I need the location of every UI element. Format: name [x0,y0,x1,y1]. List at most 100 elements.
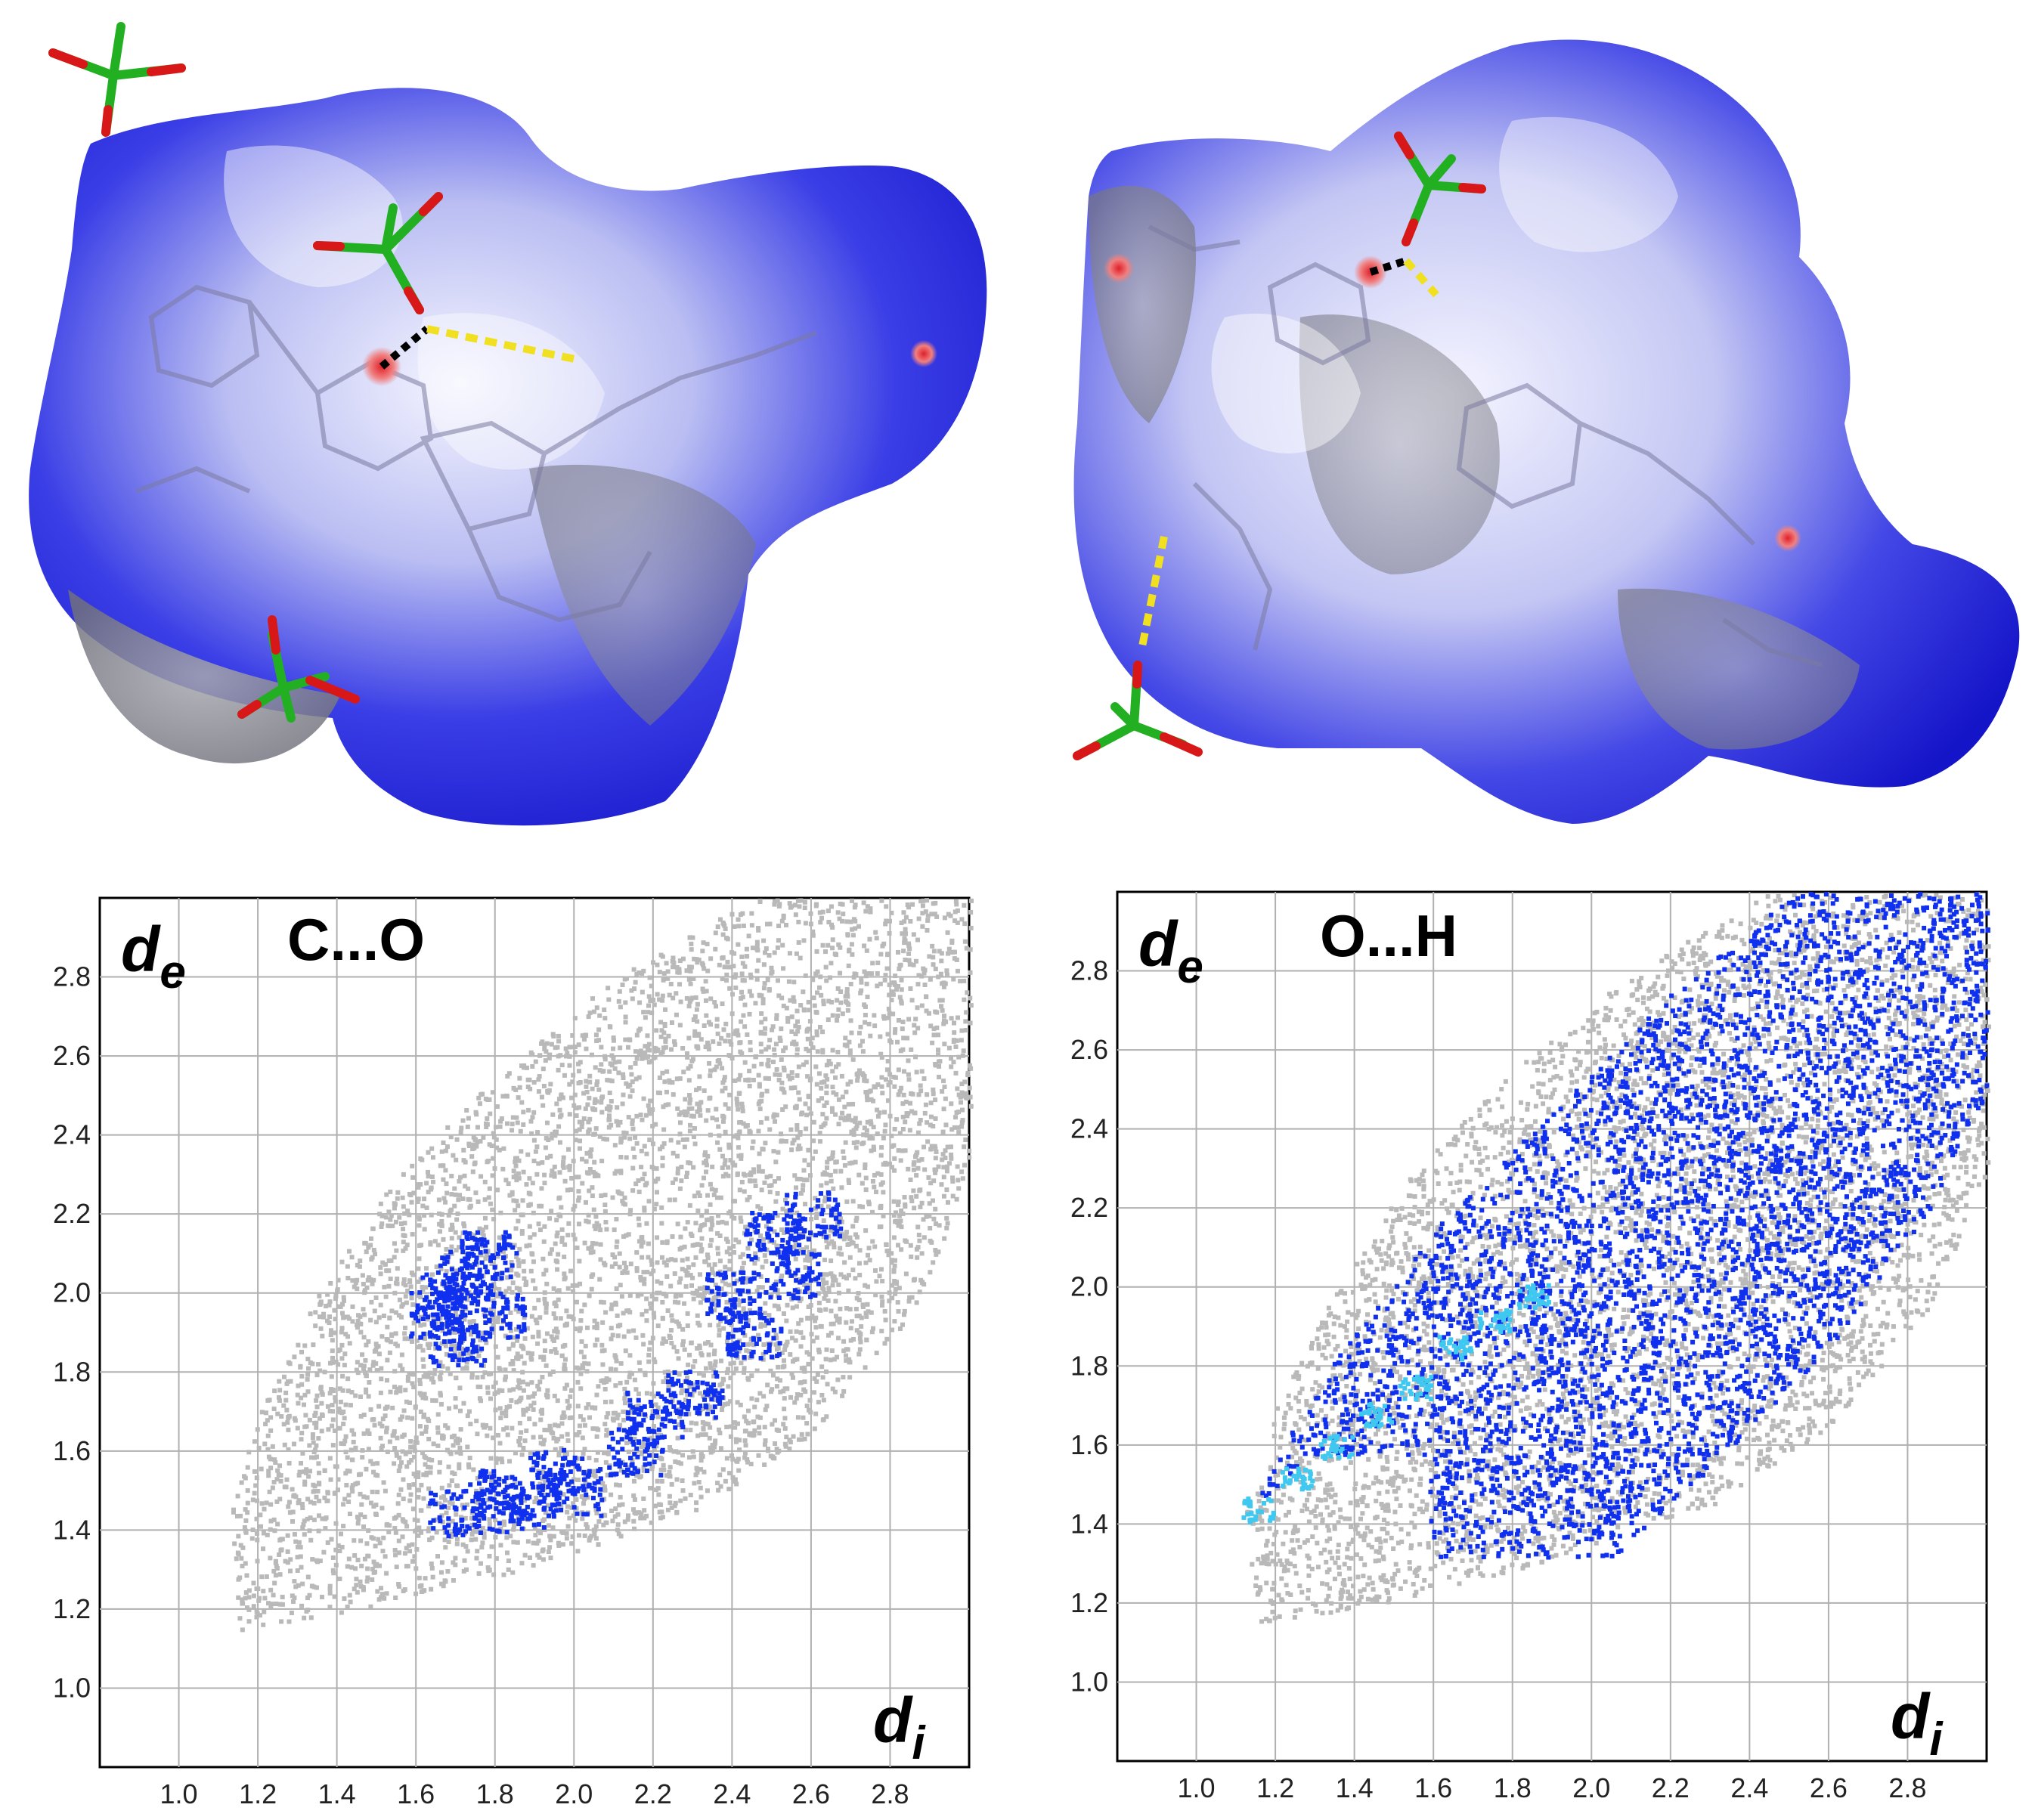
contact-point [513,1173,519,1178]
contact-point [526,1394,531,1400]
contact-point [733,1437,739,1442]
contact-point [439,1581,444,1586]
contact-point [420,1450,426,1456]
contact-point [724,1221,729,1226]
contact-point [726,1173,731,1178]
contact-point [835,1049,841,1054]
contact-point [471,1134,476,1140]
contact-point [949,1056,954,1061]
contact-point [726,1299,731,1305]
contact-point [691,1296,696,1302]
contact-red-spot [1104,253,1134,283]
contact-point [393,1552,398,1558]
contact-point [510,1425,515,1431]
contact-point [531,1138,537,1143]
contact-point [516,1258,521,1263]
contact-point [726,1267,732,1272]
contact-point [920,924,925,929]
contact-point [762,1462,767,1467]
contact-point [540,1066,546,1072]
contact-point [337,1576,342,1581]
contact-point [343,1434,348,1439]
contact-point [878,1267,884,1272]
contact-point [722,1075,727,1080]
contact-point [274,1477,280,1482]
contact-point [801,1247,806,1252]
contact-point [519,1354,524,1359]
contact-point [460,1307,466,1312]
contact-point [672,1039,677,1045]
contact-point [871,1125,876,1130]
contact-point [892,1156,897,1161]
contact-point [531,1563,536,1568]
contact-point [397,1215,402,1220]
contact-point [639,1511,644,1516]
contact-point [880,1091,885,1096]
contact-point [859,988,864,993]
contact-point [511,1368,516,1373]
contact-point [657,970,662,975]
contact-point [794,1042,799,1047]
contact-point [646,1255,651,1260]
contact-point [709,1218,714,1224]
contact-point [862,1125,867,1131]
contact-point [265,1447,271,1452]
contact-point [494,1460,499,1466]
contact-point [271,1592,276,1598]
contact-point [298,1545,303,1550]
contact-point [692,1481,697,1486]
contact-point [618,1119,623,1125]
contact-point [649,1294,655,1299]
contact-point [863,1162,868,1168]
contact-point [906,1017,912,1022]
contact-point [474,1144,479,1149]
contact-point [702,1023,707,1029]
contact-point [401,1497,406,1502]
contact-point [837,1316,842,1321]
contact-point [510,1289,515,1295]
contact-point [487,1521,492,1527]
contact-point [838,1216,844,1221]
contact-point [454,1137,460,1142]
contact-point [806,1048,811,1054]
contact-point [283,1484,289,1490]
contact-point [810,977,816,983]
contact-point [416,1279,421,1284]
contact-point [569,1505,575,1510]
contact-point [440,1519,445,1524]
contact-point [698,1452,704,1457]
contact-point [869,971,874,977]
contact-point [773,1418,778,1423]
contact-point [869,1122,874,1127]
contact-point [919,1069,925,1074]
contact-point [955,1086,960,1091]
contact-point [862,1074,867,1079]
contact-point [815,990,820,995]
contact-point [308,1455,314,1460]
contact-point [328,1328,333,1333]
contact-point [716,1220,721,1225]
contact-point [495,1390,500,1395]
contact-point [776,1077,782,1082]
contact-point [586,1212,591,1218]
contact-point [325,1404,330,1409]
contact-point [577,1146,582,1151]
contact-point [689,1058,695,1063]
contact-point [435,1443,441,1448]
contact-point [831,1321,836,1326]
contact-point [848,1338,853,1343]
contact-point [774,1016,779,1021]
contact-point [862,969,867,974]
contact-point [870,961,875,966]
contact-point [562,1362,567,1367]
contact-point [671,1449,677,1454]
contact-point [530,1063,535,1069]
contact-point [856,1068,862,1073]
contact-point [299,1431,305,1436]
contact-point [659,1028,664,1033]
contact-point [949,1127,955,1132]
contact-point [701,989,706,994]
contact-point [695,1242,700,1247]
contact-point [617,1251,622,1256]
contact-point [341,1441,346,1447]
